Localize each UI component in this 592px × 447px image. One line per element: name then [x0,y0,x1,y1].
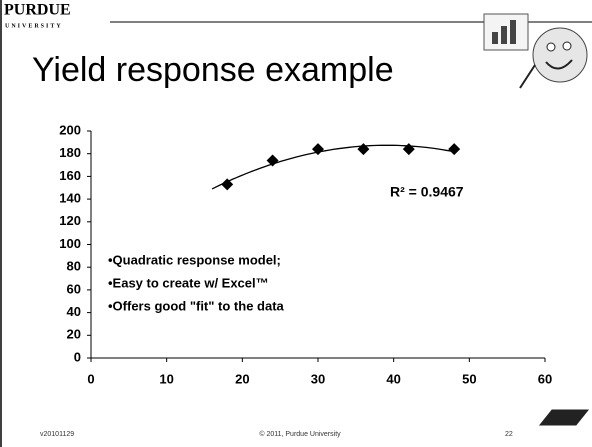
y-tick-label: 100 [59,236,81,251]
y-tick-label: 120 [59,213,81,228]
point [221,178,234,191]
y-tick-label: 0 [74,349,81,364]
clip-eye [562,41,572,51]
clip-bar [510,20,516,44]
point [402,143,415,156]
clip-bar [492,32,498,44]
point [266,154,279,167]
x-tick-label: 10 [159,371,173,386]
x-tick-label: 50 [462,371,476,386]
clip-smile [545,59,573,70]
x-tick-label: 30 [311,371,325,386]
y-tick-label: 60 [67,281,81,296]
y-tick-label: 20 [67,327,81,342]
y-tick-label: 200 [59,122,81,137]
clip-pointer [519,64,536,89]
footer-version: v20101129 [40,431,74,438]
x-tick-label: 60 [538,371,552,386]
point [312,143,324,156]
r-squared: R² = 0.9467 [390,184,464,200]
footer-page: 22 [505,431,513,438]
logo: PURDUE [4,2,71,19]
y-tick-label: 180 [59,145,81,160]
clipart [483,13,588,89]
trendline [211,144,455,190]
x-tick-label: 40 [386,371,400,386]
bullet-text: •Quadratic response model; [108,252,281,267]
y-tick-label: 140 [59,191,81,206]
bullet-text: •Easy to create w/ Excel™ [108,275,269,290]
footer-copyright: © 2011, Purdue University [259,430,341,438]
x-tick-label: 0 [87,371,94,386]
plot: 0 20 40 60 80 100 120 140 160 180 200 0 10 20 30 40 50 60… [59,122,552,386]
y-tick-label: 40 [67,304,81,319]
clip-bar [501,26,507,44]
purdue-p-logo [538,409,590,426]
y-tick-label: 80 [67,259,81,274]
slide-title: Yield response example [32,51,394,89]
clip-face [532,27,588,83]
point [448,143,461,156]
y-tick-label: 160 [59,168,81,183]
point [357,143,370,156]
x-tick-label: 20 [235,371,249,386]
clip-eye [546,42,556,52]
logo-sub: UNIVERSITY [5,23,63,29]
bullet-text: •Offers good "fit" to the data [108,298,285,313]
